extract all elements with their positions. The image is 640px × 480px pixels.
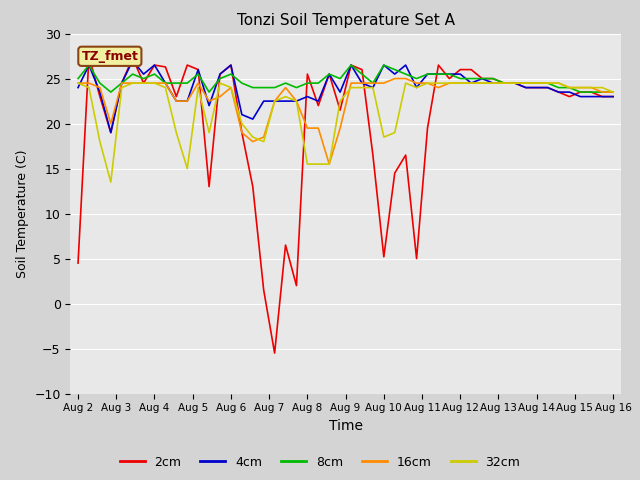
X-axis label: Time: Time	[328, 419, 363, 433]
Y-axis label: Soil Temperature (C): Soil Temperature (C)	[16, 149, 29, 278]
Text: TZ_fmet: TZ_fmet	[81, 50, 138, 63]
Legend: 2cm, 4cm, 8cm, 16cm, 32cm: 2cm, 4cm, 8cm, 16cm, 32cm	[115, 451, 525, 474]
Title: Tonzi Soil Temperature Set A: Tonzi Soil Temperature Set A	[237, 13, 454, 28]
